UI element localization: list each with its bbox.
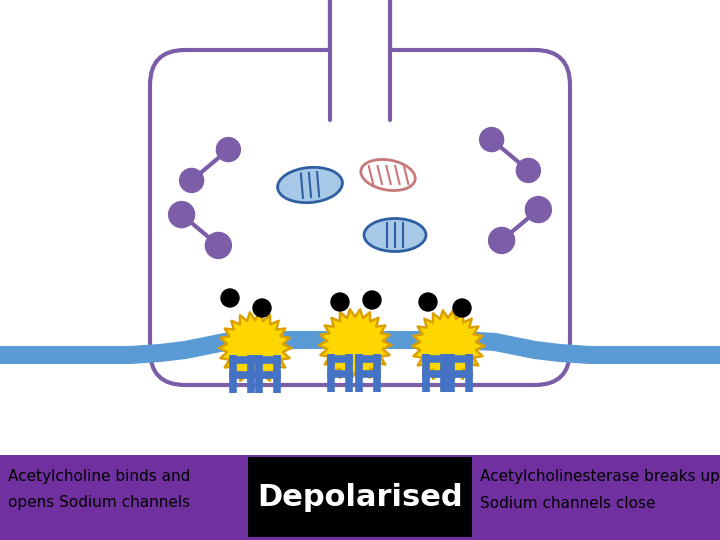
Circle shape (526, 197, 552, 222)
Text: Depolarised: Depolarised (257, 483, 463, 511)
Circle shape (217, 138, 240, 161)
Circle shape (179, 168, 204, 192)
Ellipse shape (361, 159, 415, 191)
FancyBboxPatch shape (150, 50, 570, 385)
Polygon shape (219, 312, 291, 383)
Polygon shape (325, 65, 395, 130)
Circle shape (221, 289, 239, 307)
Circle shape (331, 293, 349, 311)
Circle shape (205, 232, 231, 259)
Ellipse shape (278, 167, 343, 202)
Text: opens Sodium channels: opens Sodium channels (8, 496, 190, 510)
Ellipse shape (364, 219, 426, 252)
Circle shape (168, 201, 194, 227)
Circle shape (453, 299, 471, 317)
Bar (0, 455, 720, 540)
Polygon shape (412, 310, 484, 382)
Circle shape (489, 227, 515, 253)
Text: Acetylcholine binds and: Acetylcholine binds and (8, 469, 190, 484)
Circle shape (363, 291, 381, 309)
Polygon shape (332, 0, 388, 120)
Polygon shape (319, 309, 391, 381)
Circle shape (253, 299, 271, 317)
Circle shape (516, 158, 541, 183)
Circle shape (480, 127, 503, 152)
Text: Acetylcholinesterase breaks up: Acetylcholinesterase breaks up (480, 469, 720, 484)
Text: Sodium channels close: Sodium channels close (480, 496, 655, 510)
Circle shape (419, 293, 437, 311)
Bar (248, 457, 472, 537)
